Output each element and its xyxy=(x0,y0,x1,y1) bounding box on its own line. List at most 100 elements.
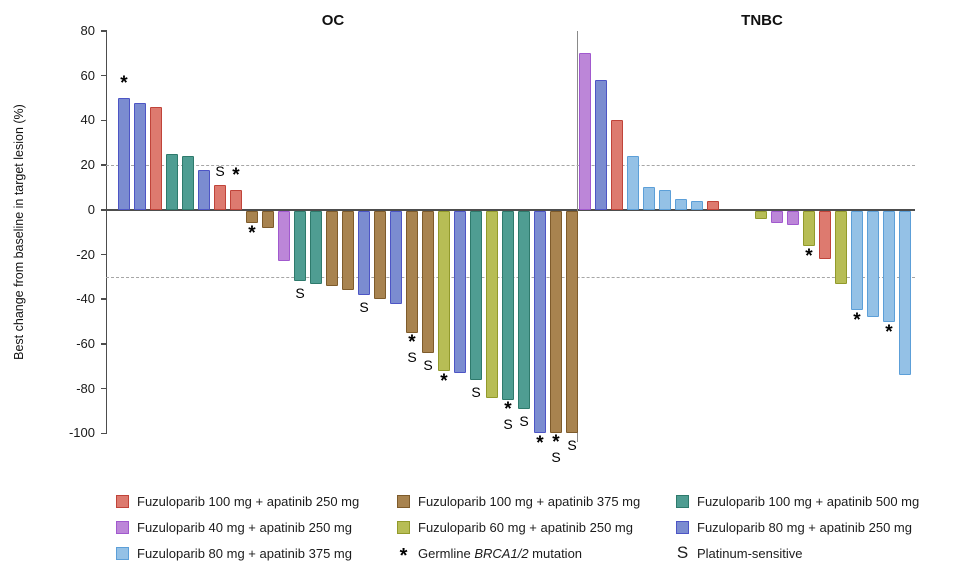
y-tick-label: 60 xyxy=(80,67,95,83)
platinum-sensitive-s: S xyxy=(551,449,561,466)
patient-bar xyxy=(518,210,530,409)
y-axis-line xyxy=(105,30,107,434)
y-axis-tick xyxy=(101,432,106,435)
platinum-sensitive-s: S xyxy=(471,383,481,400)
legend-item: Fuzuloparib 40 mg + apatinib 250 mg xyxy=(116,514,359,540)
y-tick-label: 0 xyxy=(87,201,95,217)
patient-bar xyxy=(566,210,578,434)
platinum-sensitive-s: S xyxy=(359,298,369,315)
patient-bar xyxy=(470,210,482,380)
y-axis-tick xyxy=(101,298,106,300)
panel-title-tnbc: TNBC xyxy=(741,12,783,29)
legend-swatch xyxy=(116,546,129,560)
asterisk-symbol: * xyxy=(399,544,408,567)
patient-bar xyxy=(675,198,687,210)
patient-bar xyxy=(771,210,783,224)
legend-item: * Germline BRCA1/2 mutation xyxy=(397,540,640,567)
patient-bar xyxy=(198,169,210,210)
legend-item: Fuzuloparib 100 mg + apatinib 500 mg xyxy=(676,488,919,514)
platinum-sensitive-s: S xyxy=(567,437,577,454)
patient-bar xyxy=(502,210,514,400)
legend-label: Platinum-sensitive xyxy=(697,545,803,561)
y-axis-tick xyxy=(101,30,106,32)
patient-bar xyxy=(883,210,895,322)
y-axis-tick xyxy=(101,74,106,77)
patient-bar xyxy=(294,210,306,282)
patient-bar xyxy=(182,156,194,210)
patient-bar xyxy=(486,210,498,398)
patient-bar xyxy=(326,210,338,286)
patient-bar xyxy=(166,153,178,210)
legend-swatch xyxy=(676,494,689,508)
patient-bar xyxy=(707,200,719,210)
patient-bar xyxy=(390,210,402,304)
legend-column: Fuzuloparib 100 mg + apatinib 250 mg Fuzu… xyxy=(116,488,359,566)
patient-bar xyxy=(214,185,226,210)
patient-bar xyxy=(150,106,162,210)
y-tick-label: -20 xyxy=(76,246,95,262)
platinum-sensitive-s: S xyxy=(407,348,417,365)
legend-item: Fuzuloparib 80 mg + apatinib 375 mg xyxy=(116,540,359,566)
brca-mutation-asterisk: * xyxy=(120,73,128,95)
patient-bar xyxy=(134,102,146,210)
patient-bar xyxy=(627,156,639,210)
patient-bar xyxy=(422,210,434,353)
platinum-sensitive-s: S xyxy=(519,412,529,429)
y-tick-label: 20 xyxy=(80,157,95,173)
legend-swatch xyxy=(397,494,410,508)
y-axis-tick xyxy=(101,253,106,256)
legend-item: Fuzuloparib 100 mg + apatinib 375 mg xyxy=(397,488,640,514)
legend-item: Fuzuloparib 100 mg + apatinib 250 mg xyxy=(116,488,359,514)
brca-mutation-asterisk: * xyxy=(552,432,560,454)
x-axis-baseline xyxy=(106,208,915,211)
legend-label: Fuzuloparib 100 mg + apatinib 250 mg xyxy=(137,493,360,509)
patient-bar xyxy=(691,200,703,210)
legend-label: Fuzuloparib 60 mg + apatinib 250 mg xyxy=(418,519,633,535)
patient-bar xyxy=(595,80,607,210)
reference-line-20 xyxy=(106,165,915,167)
patient-bar xyxy=(118,98,130,210)
patient-bar xyxy=(755,210,767,219)
brca-mutation-asterisk: * xyxy=(440,370,448,392)
legend-label: Fuzuloparib 40 mg + apatinib 250 mg xyxy=(137,519,352,535)
legend-swatch xyxy=(116,520,129,534)
brca-mutation-asterisk: * xyxy=(536,433,544,455)
patient-bar xyxy=(342,210,354,291)
patient-bar xyxy=(358,210,370,295)
legend-label: Fuzuloparib 80 mg + apatinib 250 mg xyxy=(697,519,912,535)
patient-bar xyxy=(659,189,671,210)
patient-bar xyxy=(454,210,466,373)
y-tick-label: -60 xyxy=(76,335,95,351)
legend-swatch xyxy=(676,520,689,534)
patient-bar xyxy=(579,53,591,210)
legend-item: Fuzuloparib 80 mg + apatinib 250 mg xyxy=(676,514,919,540)
patient-bar xyxy=(851,210,863,311)
platinum-sensitive-s: S xyxy=(423,356,433,373)
legend-item: S Platinum-sensitive xyxy=(676,540,919,566)
patient-bar xyxy=(246,210,258,224)
y-axis-tick xyxy=(101,119,106,122)
y-tick-label: 80 xyxy=(80,23,95,38)
brca-mutation-asterisk: * xyxy=(853,310,861,332)
legend-label: Germline BRCA1/2 mutation xyxy=(418,545,583,561)
legend-column: Fuzuloparib 100 mg + apatinib 375 mg Fuzu… xyxy=(397,488,640,567)
platinum-sensitive-s: S xyxy=(295,285,305,302)
y-axis-tick xyxy=(101,343,106,345)
legend-label: Fuzuloparib 80 mg + apatinib 375 mg xyxy=(137,545,352,561)
brca-mutation-asterisk: * xyxy=(504,398,512,420)
y-axis-tick xyxy=(101,387,106,390)
platinum-sensitive-s: S xyxy=(503,415,513,432)
brca-mutation-asterisk: * xyxy=(232,164,240,186)
patient-bar xyxy=(438,210,450,371)
patient-bar xyxy=(374,210,386,300)
patient-bar xyxy=(406,210,418,333)
y-tick-label: -80 xyxy=(76,380,95,396)
patient-bar xyxy=(899,210,911,376)
patient-bar xyxy=(550,210,562,434)
legend-swatch xyxy=(397,520,410,534)
legend-label: Fuzuloparib 100 mg + apatinib 375 mg xyxy=(418,493,641,509)
y-axis-tick xyxy=(101,209,106,211)
s-symbol: S xyxy=(676,543,689,562)
patient-bar xyxy=(278,210,290,262)
